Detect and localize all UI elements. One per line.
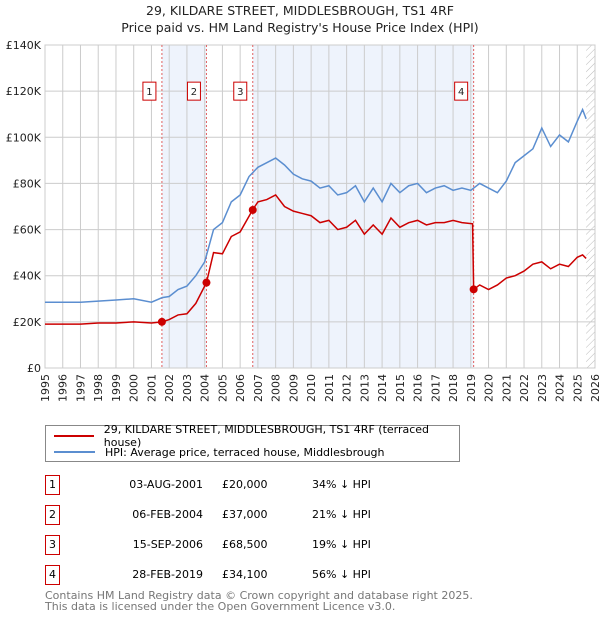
footer-line: Contains HM Land Registry data © Crown c… <box>45 589 473 602</box>
sale-hpi-diff: 34% ↓ HPI <box>312 478 371 491</box>
x-tick-label: 2001 <box>145 374 158 402</box>
x-tick-label: 1995 <box>39 374 52 402</box>
sale-price: £34,100 <box>222 568 268 581</box>
y-tick-label: £100K <box>6 131 42 144</box>
x-tick-label: 2009 <box>287 374 300 402</box>
footer: Contains HM Land Registry data © Crown c… <box>45 590 473 612</box>
sale-number: 3 <box>45 535 60 555</box>
x-tick-label: 2004 <box>199 374 212 402</box>
sale-period-shade <box>252 45 474 368</box>
legend-label: 29, KILDARE STREET, MIDDLESBROUGH, TS1 4… <box>103 423 430 449</box>
x-tick-label: 2015 <box>394 374 407 402</box>
x-tick-label: 2017 <box>429 374 442 402</box>
sale-point <box>469 285 478 294</box>
y-tick-label: £0 <box>27 362 41 375</box>
x-tick-label: 2005 <box>216 374 229 402</box>
sale-date: 06-FEB-2004 <box>132 508 203 521</box>
x-tick-label: 2026 <box>589 374 600 402</box>
sale-date: 03-AUG-2001 <box>129 478 203 491</box>
y-tick-label: £60K <box>13 224 42 237</box>
plot-frame <box>44 44 596 369</box>
x-tick-label: 2012 <box>341 374 354 402</box>
x-tick-label: 2008 <box>270 374 283 402</box>
chart-title: 29, KILDARE STREET, MIDDLESBROUGH, TS1 4… <box>146 3 454 18</box>
sale-row: 4 28-FEB-2019 £34,100 56% ↓ HPI <box>45 565 465 585</box>
sale-row: 3 15-SEP-2006 £68,500 19% ↓ HPI <box>45 535 465 555</box>
x-tick-label: 2020 <box>483 374 496 402</box>
x-tick-label: 2006 <box>234 374 247 402</box>
sale-number: 2 <box>45 505 60 525</box>
x-tick-label: 2024 <box>554 374 567 402</box>
x-tick-label: 2025 <box>571 374 584 402</box>
x-tick-label: 2003 <box>181 374 194 402</box>
sale-price: £20,000 <box>222 478 268 491</box>
x-tick-label: 2019 <box>465 374 478 402</box>
x-tick-label: 2021 <box>500 374 513 402</box>
x-tick-label: 2002 <box>163 374 176 402</box>
x-tick-label: 2011 <box>323 374 336 402</box>
x-tick-label: 2014 <box>376 374 389 402</box>
property-price-line <box>45 194 587 325</box>
legend-item-property: 29, KILDARE STREET, MIDDLESBROUGH, TS1 4… <box>54 423 459 449</box>
footer-line: This data is licensed under the Open Gov… <box>45 600 396 613</box>
legend: 29, KILDARE STREET, MIDDLESBROUGH, TS1 4… <box>45 423 460 462</box>
sale-number: 1 <box>45 475 60 495</box>
sale-price: £68,500 <box>222 538 268 551</box>
sale-row: 2 06-FEB-2004 £37,000 21% ↓ HPI <box>45 505 465 525</box>
sale-hpi-diff: 19% ↓ HPI <box>312 538 371 551</box>
legend-item-hpi: HPI: Average price, terraced house, Midd… <box>54 445 385 459</box>
sale-marker-box <box>186 81 201 101</box>
forecast-hatch <box>586 45 595 368</box>
y-tick-label: £40K <box>13 270 42 283</box>
sale-marker-label: 2 <box>191 87 197 98</box>
x-tick-label: 2022 <box>518 374 531 402</box>
sale-marker-box <box>454 81 469 101</box>
sale-date: 28-FEB-2019 <box>132 568 203 581</box>
sale-marker-label: 4 <box>458 87 464 98</box>
y-tick-label: £140K <box>6 39 42 52</box>
sale-price: £37,000 <box>222 508 268 521</box>
y-tick-label: £80K <box>13 177 42 190</box>
x-tick-label: 2010 <box>305 374 318 402</box>
sale-marker-label: 1 <box>146 87 152 98</box>
x-tick-label: 2016 <box>412 374 425 402</box>
x-tick-label: 2000 <box>128 374 141 402</box>
y-tick-label: £20K <box>13 316 42 329</box>
x-tick-label: 2018 <box>447 374 460 402</box>
hpi-line <box>45 107 587 304</box>
x-tick-label: 1996 <box>57 374 70 402</box>
y-tick-label: £120K <box>6 85 42 98</box>
chart-subtitle: Price paid vs. HM Land Registry's House … <box>121 20 479 35</box>
x-tick-label: 1998 <box>92 374 105 402</box>
x-tick-label: 1999 <box>110 374 123 402</box>
x-tick-label: 2007 <box>252 374 265 402</box>
sale-point <box>202 278 211 287</box>
sale-point <box>248 205 257 214</box>
x-tick-label: 2013 <box>358 374 371 402</box>
sale-point <box>157 317 166 326</box>
price-chart: 1995 1996 1997 1998 1999 2000 2001 2002 2003 2004… <box>6 39 600 402</box>
x-tick-label: 1997 <box>74 374 87 402</box>
sale-marker-box <box>142 81 157 101</box>
sale-hpi-diff: 56% ↓ HPI <box>312 568 371 581</box>
sale-marker-label: 3 <box>237 87 243 98</box>
legend-label: HPI: Average price, terraced house, Midd… <box>105 445 385 459</box>
x-tick-label: 2023 <box>536 374 549 402</box>
sale-row: 1 03-AUG-2001 £20,000 34% ↓ HPI <box>45 475 465 495</box>
sale-number: 4 <box>45 565 60 585</box>
sale-hpi-diff: 21% ↓ HPI <box>312 508 371 521</box>
sale-marker-box <box>233 81 248 101</box>
sale-date: 15-SEP-2006 <box>132 538 203 551</box>
